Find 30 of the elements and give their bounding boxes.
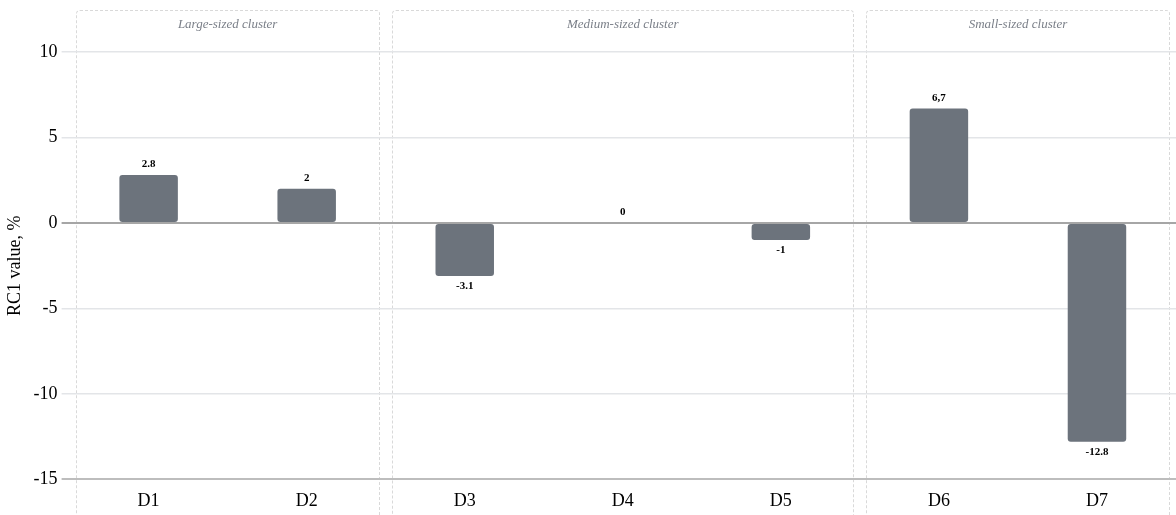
x-tick-label: D4 bbox=[611, 489, 634, 510]
y-tick-label: -15 bbox=[33, 468, 58, 489]
x-tick-label: D1 bbox=[137, 489, 160, 510]
text: Large-sized cluster bbox=[177, 16, 278, 31]
data-label: 0 bbox=[620, 205, 627, 218]
y-tick-label: 5 bbox=[48, 126, 58, 147]
x-tick-label: D6 bbox=[927, 489, 950, 510]
y-tick-label: 10 bbox=[39, 40, 58, 61]
x-tick-label: D2 bbox=[295, 489, 318, 510]
bar bbox=[119, 175, 178, 222]
bar bbox=[435, 223, 494, 276]
data-label: -12.8 bbox=[1085, 445, 1109, 458]
text: Small-sized cluster bbox=[968, 16, 1068, 31]
x-tick-label: D7 bbox=[1085, 489, 1108, 510]
x-tick-label: D5 bbox=[769, 489, 792, 510]
y-tick-label: -5 bbox=[42, 297, 58, 318]
data-label: -3.1 bbox=[456, 279, 474, 292]
data-label: 2.8 bbox=[141, 157, 156, 170]
bar bbox=[277, 188, 336, 222]
bar bbox=[1067, 223, 1127, 442]
y-axis-title: RC1 value, % bbox=[3, 215, 24, 316]
bar bbox=[909, 108, 969, 222]
data-label: 2 bbox=[303, 171, 310, 184]
x-tick-label: D3 bbox=[453, 489, 476, 510]
data-label: -1 bbox=[776, 243, 786, 256]
bar bbox=[751, 223, 811, 241]
y-tick-label: -10 bbox=[33, 382, 58, 403]
text: Medium-sized cluster bbox=[567, 16, 679, 31]
data-label: 6,7 bbox=[932, 90, 947, 103]
y-tick-label: 0 bbox=[48, 211, 58, 232]
